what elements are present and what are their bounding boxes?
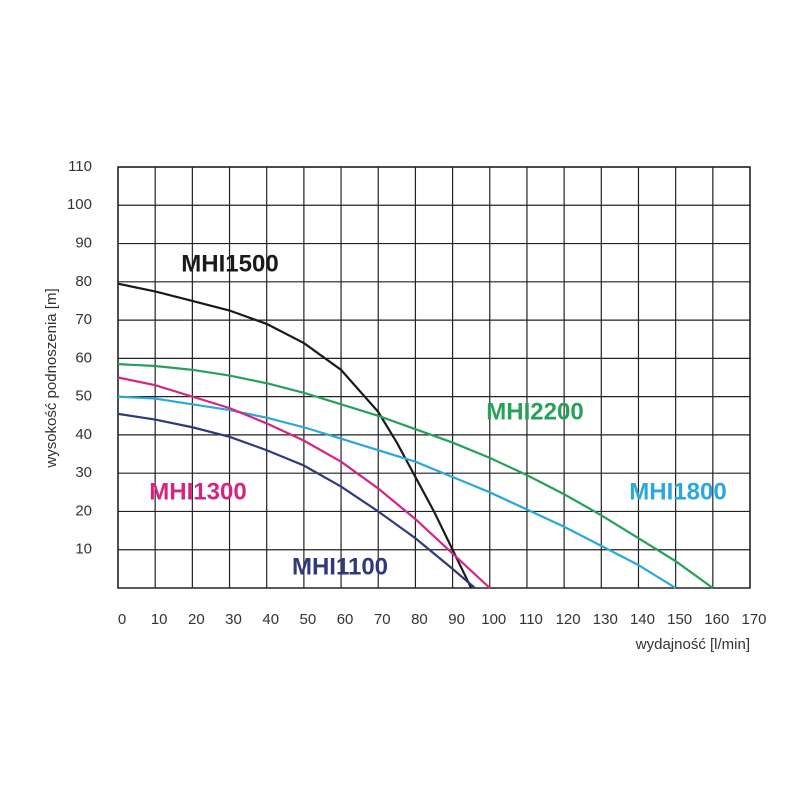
plot-frame (117, 166, 751, 589)
x-tick-label: 150 (667, 611, 692, 628)
x-tick-label: 0 (118, 611, 126, 628)
y-tick-label: 10 (75, 541, 92, 558)
series-label: MHI1800 (629, 478, 726, 505)
y-tick-label: 80 (75, 273, 92, 290)
y-tick-label: 110 (68, 158, 92, 175)
series-label: MHI2200 (486, 398, 583, 425)
x-tick-label: 160 (704, 611, 729, 628)
y-tick-label: 40 (75, 426, 92, 443)
x-tick-label: 60 (337, 611, 354, 628)
series-line (117, 412, 476, 589)
x-tick-label: 20 (188, 611, 205, 628)
x-tick-label: 70 (374, 611, 391, 628)
series-label: MHI1500 (181, 250, 278, 277)
x-tick-label: 50 (300, 611, 317, 628)
series-line (117, 363, 714, 589)
y-tick-label: 30 (75, 464, 92, 481)
y-axis-label: wysokość podnoszenia [m] (43, 288, 60, 468)
x-tick-label: 110 (519, 611, 543, 628)
x-tick-label: 170 (741, 611, 766, 628)
x-tick-label: 100 (481, 611, 506, 628)
series-line (117, 282, 473, 589)
x-tick-label: 40 (262, 611, 279, 628)
x-tick-label: 80 (411, 611, 428, 628)
series-label: MHI1100 (292, 553, 388, 580)
y-tick-label: 50 (75, 388, 92, 405)
series-line (117, 376, 491, 589)
series-line (117, 395, 677, 589)
x-tick-label: 10 (151, 611, 168, 628)
y-tick-label: 20 (75, 502, 92, 519)
y-tick-label: 60 (75, 349, 92, 366)
x-tick-label: 120 (556, 611, 581, 628)
x-axis-label: wydajność [l/min] (635, 636, 750, 653)
x-tick-label: 90 (448, 611, 465, 628)
x-tick-label: 130 (593, 611, 618, 628)
series-label: MHI1300 (149, 478, 246, 505)
x-tick-label: 140 (630, 611, 655, 628)
y-tick-label: 100 (67, 196, 92, 213)
x-tick-label: 30 (225, 611, 242, 628)
y-tick-label: 70 (75, 311, 92, 328)
y-tick-label: 90 (75, 235, 92, 252)
